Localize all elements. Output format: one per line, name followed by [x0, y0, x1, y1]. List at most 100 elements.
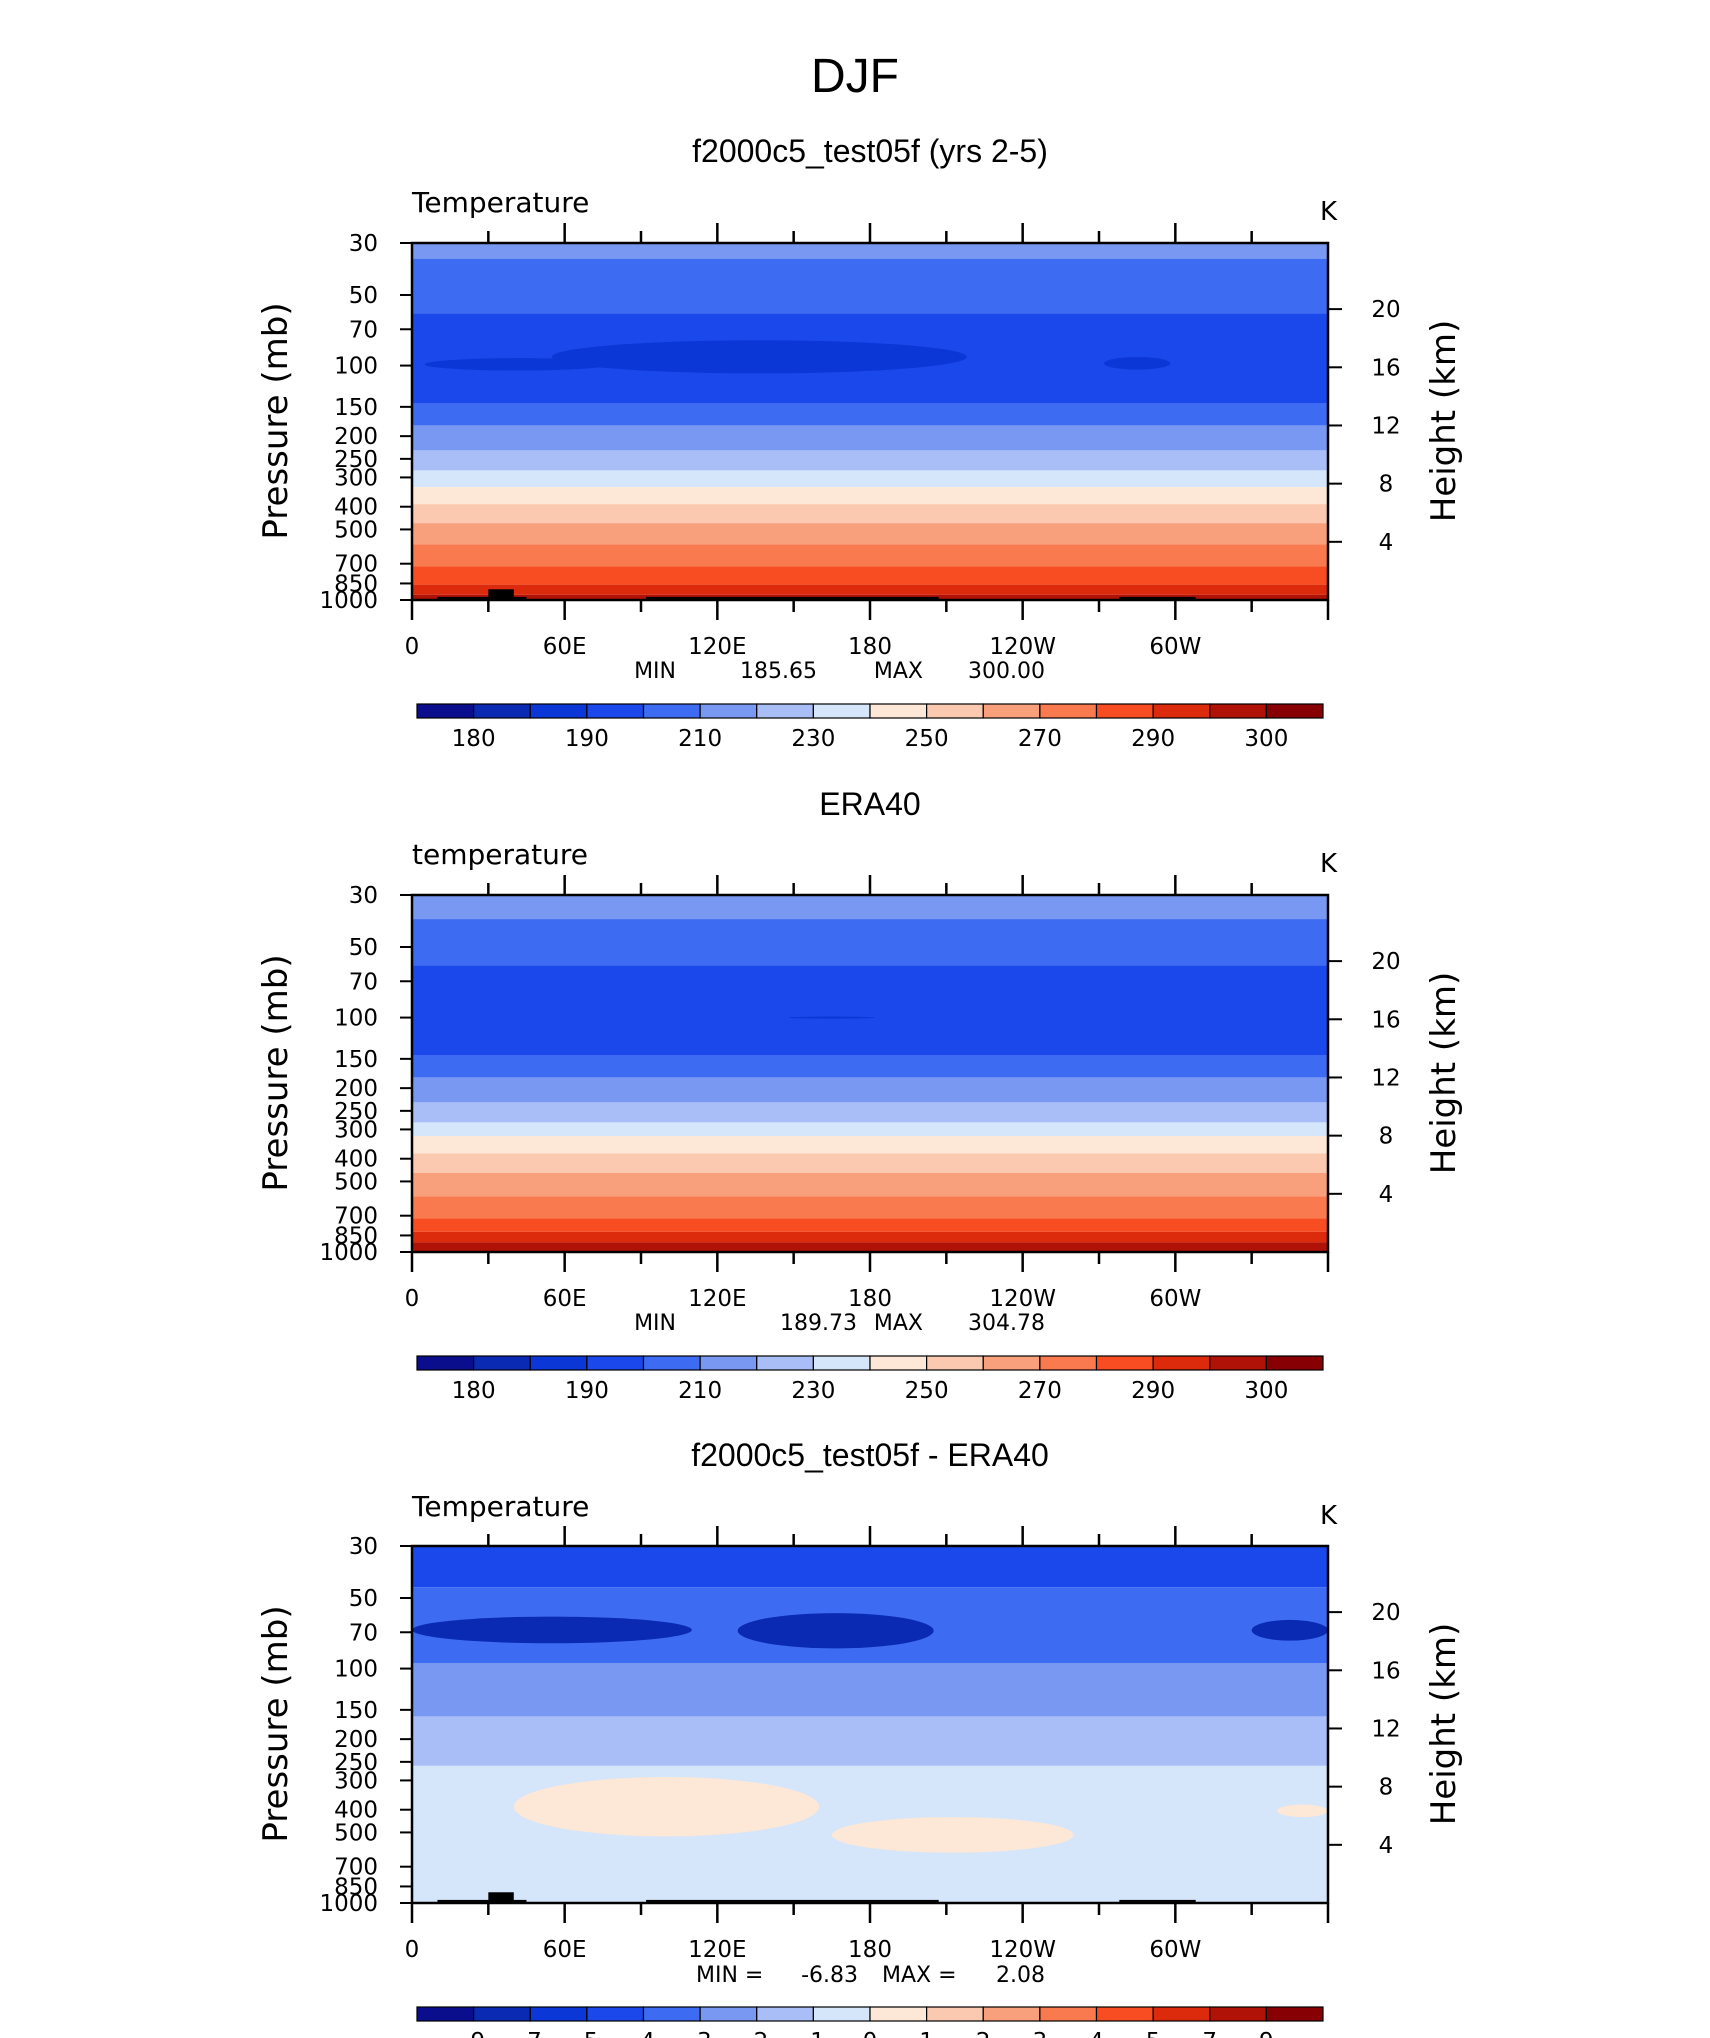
pressure-tick-label: 1000 [319, 1891, 378, 1917]
colorbar-swatch [642, 2006, 701, 2022]
units-label: K [1320, 1501, 1338, 1531]
min-label: MIN [634, 1311, 676, 1336]
contour-band [412, 258, 1328, 314]
contour-band [412, 1546, 1328, 1588]
contour-band [412, 1135, 1328, 1154]
contour-band [412, 1242, 1328, 1252]
colorbar-label: 210 [678, 1378, 722, 1404]
contour-band [412, 470, 1328, 488]
colorbar-swatch [1039, 703, 1098, 719]
pressure-tick-label: 100 [334, 1657, 378, 1683]
colorbar-label: 230 [791, 1378, 835, 1404]
colorbar-swatch [529, 1355, 588, 1371]
colorbar-label: 250 [905, 1378, 949, 1404]
colorbar-swatch [1152, 703, 1211, 719]
colorbar-swatch [812, 2006, 871, 2022]
pressure-tick-label: 400 [334, 1147, 378, 1173]
colorbar-swatch [1152, 1355, 1211, 1371]
colorbar-swatch [1209, 703, 1267, 719]
plot-area [412, 243, 1328, 600]
pressure-tick-label: 500 [334, 1820, 378, 1846]
pressure-tick-label: 850 [334, 1223, 378, 1249]
max-value: 300.00 [968, 659, 1045, 684]
colorbar-label: 2 [976, 2029, 991, 2038]
pressure-tick-label: 1000 [319, 1240, 378, 1266]
units-label: K [1320, 197, 1338, 227]
contour-band [412, 1055, 1328, 1078]
pressure-tick-label: 150 [334, 1047, 378, 1073]
colorbar-swatch [699, 1355, 758, 1371]
height-tick-label: 8 [1379, 1124, 1394, 1150]
height-tick-label: 16 [1371, 355, 1400, 381]
colorbar-swatch [926, 703, 984, 719]
colorbar-swatch [586, 2006, 645, 2022]
contour-band [412, 965, 1328, 1056]
colorbar-label: 290 [1131, 726, 1175, 752]
pressure-tick-label: 30 [349, 1534, 378, 1560]
colorbar-swatch [586, 1355, 645, 1371]
contour-band [412, 1153, 1328, 1173]
y-axis-label: Pressure (mb) [256, 954, 296, 1191]
colorbar-swatch [586, 703, 645, 719]
colorbar-label: 4 [1089, 2029, 1104, 2038]
pressure-tick-label: 700 [334, 552, 378, 578]
contour-band [412, 1077, 1328, 1103]
height-tick-label: 4 [1379, 1833, 1394, 1859]
colorbar-swatch [1265, 2006, 1324, 2022]
pressure-tick-label: 250 [334, 1750, 378, 1776]
contour-band [412, 895, 1328, 920]
min-value: 185.65 [740, 659, 817, 684]
pressure-tick-label: 1000 [319, 588, 378, 614]
pressure-tick-label: 700 [334, 1855, 378, 1881]
terrain-mask [488, 589, 514, 600]
y-axis-label: Pressure (mb) [256, 302, 296, 539]
colorbar-label: 250 [905, 726, 949, 752]
max-label: MAX [874, 1311, 923, 1336]
colorbar-swatch [982, 703, 1041, 719]
colorbar-label: 5 [1146, 2029, 1161, 2038]
y-axis-right-label: Height (km) [1424, 972, 1464, 1175]
colorbar-label: 290 [1131, 1378, 1175, 1404]
pressure-tick-label: 50 [349, 935, 378, 961]
terrain-mask [488, 1892, 514, 1903]
height-tick-label: 16 [1371, 1658, 1400, 1684]
colorbar-swatch [756, 703, 814, 719]
contour-region [412, 1616, 692, 1644]
lon-tick-label: 180 [848, 1286, 892, 1312]
height-tick-label: 4 [1379, 530, 1394, 556]
lon-tick-label: 120E [688, 1286, 746, 1312]
contour-region [1277, 1804, 1328, 1818]
pressure-tick-label: 500 [334, 517, 378, 543]
height-tick-label: 8 [1379, 472, 1394, 498]
panel-title: f2000c5_test05f - ERA40 [691, 1437, 1049, 1473]
colorbar-label: 7 [1202, 2029, 1217, 2038]
height-tick-label: 20 [1371, 297, 1400, 323]
pressure-tick-label: 100 [334, 1006, 378, 1032]
panel-era40: ERA40 temperature K MIN 189.73 MAX 304.7… [256, 786, 1464, 1404]
height-tick-label: 16 [1371, 1007, 1400, 1033]
contour-band [412, 1172, 1328, 1197]
height-tick-label: 12 [1371, 1065, 1400, 1091]
max-label: MAX [874, 659, 923, 684]
lon-tick-label: 60E [543, 1286, 587, 1312]
colorbar-swatch [1095, 1355, 1154, 1371]
contour-region [1251, 1619, 1328, 1641]
colorbar-label: -3 [689, 2029, 712, 2038]
colorbar-label: 190 [565, 1378, 609, 1404]
colorbar-swatch [869, 703, 928, 719]
colorbar-label: 180 [452, 1378, 496, 1404]
y-axis-label: Pressure (mb) [256, 1605, 296, 1842]
colorbar-swatch [529, 2006, 588, 2022]
colorbar-swatch [529, 703, 588, 719]
max-value: 2.08 [996, 1963, 1045, 1988]
pressure-tick-label: 400 [334, 1798, 378, 1824]
colorbar-label: -7 [519, 2029, 542, 2038]
units-label: K [1320, 849, 1338, 879]
colorbar-swatch [982, 2006, 1041, 2022]
contour-band [412, 1218, 1328, 1232]
pressure-tick-label: 200 [334, 1727, 378, 1753]
lon-tick-label: 120E [688, 634, 746, 660]
lon-tick-label: 180 [848, 1937, 892, 1963]
colorbar-swatch [1039, 1355, 1098, 1371]
